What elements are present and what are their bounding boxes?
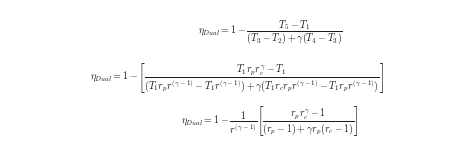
Text: $\eta_{Dual} = 1 - \dfrac{1}{r^{(\gamma-1)}}\left[\dfrac{r_p r_c^{\gamma} - 1}{(: $\eta_{Dual} = 1 - \dfrac{1}{r^{(\gamma-… (182, 104, 359, 138)
Text: $\eta_{Dual} = 1 - \left[\dfrac{T_1 r_p r_c^{\gamma} - T_1}{(T_1 r_p r^{(\gamma-: $\eta_{Dual} = 1 - \left[\dfrac{T_1 r_p … (90, 62, 384, 95)
Text: $\eta_{Dual} = 1 - \dfrac{T_5 - T_1}{(T_3 - T_2) + \gamma(T_4 - T_3)}$: $\eta_{Dual} = 1 - \dfrac{T_5 - T_1}{(T_… (198, 19, 343, 47)
